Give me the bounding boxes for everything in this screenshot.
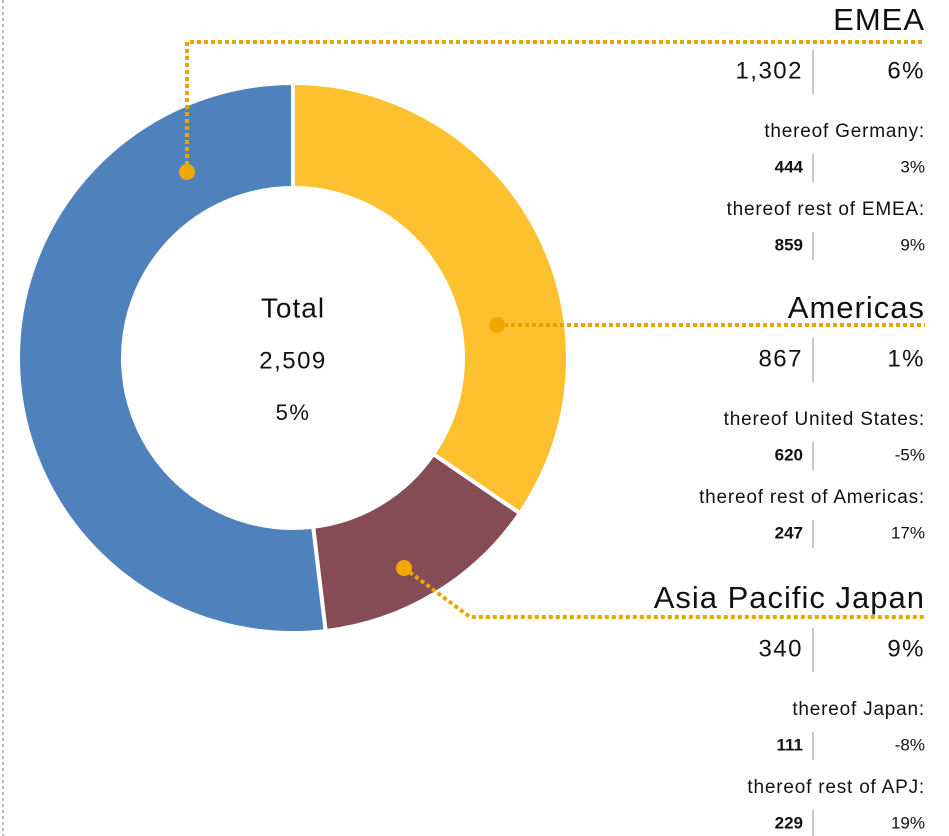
detail-value: 229 [775, 813, 803, 832]
leader-line [185, 40, 925, 172]
region-value: 1,302 [735, 57, 803, 84]
slice [291, 80, 570, 517]
region-growth: 1% [887, 345, 925, 372]
region-title: Asia Pacific Japan [654, 580, 925, 615]
detail-label: thereof rest of EMEA: [727, 199, 925, 220]
detail-value: 859 [775, 235, 803, 254]
region-value: 340 [758, 635, 803, 662]
region-title: Americas [788, 290, 925, 325]
region-value: 867 [758, 345, 803, 372]
region-title: EMEA [833, 2, 925, 37]
detail-value: 111 [777, 735, 804, 754]
region-growth: 6% [887, 57, 925, 84]
total-value: 2,509 [259, 347, 327, 374]
detail-label: thereof Japan: [792, 699, 925, 720]
detail-growth: 17% [891, 523, 925, 542]
leader-dot [396, 560, 412, 576]
center-title: Total [261, 292, 325, 323]
detail-growth: -5% [895, 445, 925, 464]
detail-label: thereof rest of Americas: [699, 487, 925, 508]
leader-dot [179, 164, 195, 180]
detail-growth: 19% [891, 813, 925, 832]
detail-label: thereof rest of APJ: [747, 777, 925, 798]
leader-line [402, 566, 925, 619]
detail-growth: 9% [900, 235, 925, 254]
detail-growth: -8% [895, 735, 925, 754]
total-growth: 5% [276, 400, 311, 425]
leader-dot [489, 317, 505, 333]
detail-value: 620 [775, 445, 803, 464]
region-growth: 9% [887, 635, 925, 662]
detail-label: thereof Germany: [764, 121, 925, 142]
detail-value: 444 [775, 157, 804, 176]
detail-growth: 3% [900, 157, 925, 176]
detail-value: 247 [775, 523, 803, 542]
detail-label: thereof United States: [724, 409, 925, 430]
slice [16, 80, 328, 635]
